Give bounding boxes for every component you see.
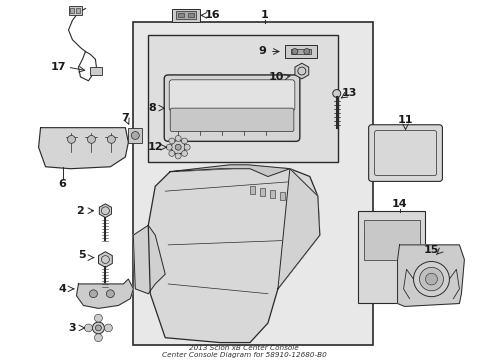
FancyBboxPatch shape xyxy=(170,108,293,132)
Bar xyxy=(269,190,274,198)
Circle shape xyxy=(92,322,104,334)
Circle shape xyxy=(175,135,181,141)
Circle shape xyxy=(303,49,309,54)
Circle shape xyxy=(94,334,102,342)
Bar xyxy=(70,8,74,13)
Bar xyxy=(285,45,316,58)
Text: 12: 12 xyxy=(147,142,163,152)
Bar xyxy=(188,13,194,17)
Circle shape xyxy=(419,267,443,291)
Circle shape xyxy=(291,49,297,54)
Bar xyxy=(260,188,264,196)
Bar xyxy=(68,5,82,15)
Text: 2013 Scion xB Center Console
Center Console Diagram for 58910-12680-B0: 2013 Scion xB Center Console Center Cons… xyxy=(162,345,325,357)
Circle shape xyxy=(175,144,181,150)
Bar xyxy=(128,128,142,143)
Circle shape xyxy=(104,324,112,332)
Text: 14: 14 xyxy=(391,199,407,209)
Polygon shape xyxy=(170,165,289,176)
Bar xyxy=(148,35,337,162)
Circle shape xyxy=(89,290,97,298)
Circle shape xyxy=(175,153,181,159)
Circle shape xyxy=(106,290,114,298)
Bar xyxy=(178,13,184,17)
Circle shape xyxy=(131,132,139,139)
Bar xyxy=(363,220,419,260)
Text: 4: 4 xyxy=(59,284,66,294)
Bar xyxy=(172,9,200,22)
Polygon shape xyxy=(39,128,128,169)
Bar xyxy=(90,67,102,75)
Circle shape xyxy=(168,150,175,156)
Text: 3: 3 xyxy=(68,323,76,333)
Polygon shape xyxy=(148,167,319,343)
Polygon shape xyxy=(76,279,133,309)
Text: 9: 9 xyxy=(258,46,265,57)
Text: 17: 17 xyxy=(51,62,66,72)
Circle shape xyxy=(184,144,190,150)
FancyBboxPatch shape xyxy=(368,125,442,181)
Text: 6: 6 xyxy=(59,179,66,189)
Text: 7: 7 xyxy=(121,113,129,123)
Text: 13: 13 xyxy=(341,89,357,99)
Text: 8: 8 xyxy=(148,103,156,113)
Bar xyxy=(133,22,372,345)
Circle shape xyxy=(94,314,102,322)
Bar xyxy=(176,12,196,19)
Text: 1: 1 xyxy=(261,10,268,21)
Text: 10: 10 xyxy=(268,72,283,82)
Circle shape xyxy=(181,138,187,144)
Circle shape xyxy=(166,144,172,150)
Polygon shape xyxy=(277,169,319,289)
Circle shape xyxy=(67,135,75,143)
Circle shape xyxy=(332,90,340,98)
Bar xyxy=(279,192,285,200)
Text: 15: 15 xyxy=(423,245,438,255)
Text: 11: 11 xyxy=(397,115,412,125)
FancyBboxPatch shape xyxy=(169,80,294,111)
Bar xyxy=(290,49,310,54)
Bar xyxy=(249,186,254,194)
Circle shape xyxy=(107,135,115,143)
Circle shape xyxy=(84,324,92,332)
Text: 5: 5 xyxy=(79,249,86,260)
Polygon shape xyxy=(133,225,165,294)
Circle shape xyxy=(168,138,175,144)
Bar xyxy=(357,211,425,303)
Circle shape xyxy=(95,325,101,331)
Circle shape xyxy=(425,273,437,285)
Circle shape xyxy=(171,140,185,154)
Circle shape xyxy=(181,150,187,156)
Bar xyxy=(76,8,81,13)
Polygon shape xyxy=(397,245,464,306)
Text: 16: 16 xyxy=(204,10,220,21)
Text: 2: 2 xyxy=(77,206,84,216)
FancyBboxPatch shape xyxy=(164,75,299,141)
Circle shape xyxy=(413,261,448,297)
Circle shape xyxy=(87,135,95,143)
